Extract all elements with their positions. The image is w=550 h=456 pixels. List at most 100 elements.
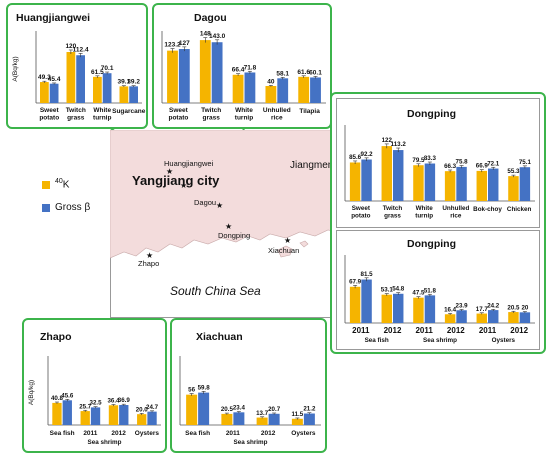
data-label: 16.4: [444, 306, 457, 313]
bar-grossb: [519, 167, 531, 201]
bar-k40: [476, 313, 487, 323]
data-label: 71.8: [244, 64, 257, 71]
data-label: 66.9: [476, 163, 489, 170]
marker-xiachuan: ★: [284, 236, 291, 245]
data-label: 20.5: [507, 304, 520, 311]
bar-grossb: [119, 405, 129, 425]
category-label: Twitch: [383, 205, 403, 212]
data-label: 40: [267, 78, 275, 85]
data-label: 20.5: [221, 406, 234, 413]
map-label-dagou: Dagou: [194, 198, 216, 207]
category-label: grass: [203, 115, 221, 122]
legend: 40K Gross β: [42, 178, 90, 213]
category-label: White: [416, 205, 434, 212]
data-label: 112.4: [73, 46, 89, 53]
category-label: Chicken: [507, 206, 532, 213]
bar-grossb: [424, 163, 436, 201]
data-label: 17.7: [476, 306, 489, 313]
bar-k40: [232, 74, 244, 103]
data-label: 59.8: [198, 384, 211, 391]
group-label: Sea shrimp: [234, 439, 268, 446]
data-label: 45.6: [61, 392, 74, 399]
bar-grossb: [393, 150, 404, 201]
data-label: 13.7: [256, 410, 269, 417]
data-label: 23.9: [456, 302, 469, 309]
chart-title: Dongping: [407, 238, 456, 250]
bar-k40: [508, 312, 519, 323]
bar-k40: [221, 413, 233, 425]
bar-k40: [349, 286, 361, 323]
bar-grossb: [198, 392, 210, 425]
bar-k40: [137, 414, 147, 425]
data-label: 55.3: [507, 168, 520, 175]
category-label: Sweet: [40, 107, 60, 114]
category-label: Oysters: [135, 430, 160, 437]
data-label: 53.1: [381, 287, 394, 294]
marker-zhapo: ★: [146, 251, 153, 260]
bar-grossb: [456, 166, 467, 201]
data-label: 61.6: [297, 69, 310, 76]
data-label: 24.2: [487, 302, 500, 309]
chart-title: Zhapo: [40, 331, 72, 343]
bar-k40: [93, 76, 102, 103]
marker-yangjiang: ★: [180, 181, 187, 190]
data-label: 75.1: [519, 159, 532, 166]
map-label-zhapo: Zhapo: [138, 259, 159, 268]
category-label: Tilapia: [299, 108, 320, 115]
map-label-sea: South China Sea: [170, 284, 261, 298]
bar-k40: [413, 297, 424, 323]
map-label-dongping: Dongping: [218, 231, 250, 240]
data-label: 45.4: [48, 76, 61, 83]
data-label: 20.7: [268, 406, 281, 413]
category-label: 2011: [479, 326, 497, 335]
category-label: 2012: [111, 430, 126, 437]
data-label: 66.3: [444, 163, 457, 170]
data-label: 120: [65, 43, 76, 50]
data-label: 40.8: [51, 395, 64, 402]
bar-grossb: [393, 293, 404, 323]
data-label: 66.4: [232, 67, 245, 74]
panel-dongping: Dongping 85.6 92.2 Sweet potato 122 113.2 Twitc…: [330, 92, 546, 354]
category-label: 2012: [261, 430, 276, 437]
bar-k40: [508, 176, 519, 201]
category-label: Sea fish: [185, 430, 210, 437]
data-label: 49.3: [38, 74, 51, 81]
category-label: rice: [271, 115, 283, 122]
bar-k40: [256, 417, 268, 425]
bar-k40: [199, 40, 211, 103]
map-label-xiachuan: Xiachuan: [268, 246, 299, 255]
bar-grossb: [76, 55, 85, 103]
category-label: Sweet: [169, 107, 189, 114]
bar-grossb: [310, 77, 321, 103]
data-label: 54.8: [392, 286, 405, 293]
y-axis-label: A(Bq/kg): [12, 56, 19, 81]
bar-grossb: [211, 42, 223, 103]
data-label: 127: [179, 40, 190, 47]
category-label: Sugarcane: [112, 108, 146, 115]
bar-k40: [80, 411, 90, 425]
data-label: 47.5: [412, 290, 425, 297]
category-label: Bok-choy: [473, 206, 502, 213]
y-axis-label: A(Bq/kg): [28, 380, 35, 405]
data-label: 56: [188, 386, 195, 393]
map-island-xiachuan: [277, 245, 293, 258]
bar-grossb: [488, 310, 499, 323]
data-label: 36.4: [107, 397, 120, 404]
category-label: 2011: [83, 430, 97, 437]
category-label: Twitch: [201, 107, 221, 114]
category-label: turnip: [415, 213, 433, 220]
bar-grossb: [361, 279, 372, 323]
data-label: 67.9: [349, 278, 362, 285]
legend-swatch-grossb: [42, 203, 50, 212]
map-label-jiangmen: Jiangmen city: [290, 160, 351, 171]
category-label: 2012: [384, 326, 402, 335]
data-label: 61.5: [91, 69, 104, 76]
bar-grossb: [244, 72, 256, 103]
category-label: 2012: [447, 326, 465, 335]
chart-dongping-sea: Dongping 67.981.5 2011 53.1 54.8 2012 47.5 51.8…: [344, 238, 535, 344]
chart-title: Dagou: [194, 12, 227, 24]
bar-grossb: [90, 407, 101, 425]
bar-k40: [444, 314, 456, 323]
